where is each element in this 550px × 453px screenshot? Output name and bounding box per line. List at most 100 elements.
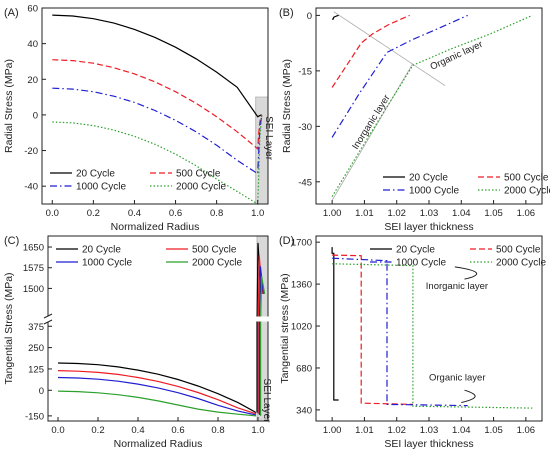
panel-a-series-3 [52,114,263,206]
panel-b-xlabel: SEI layer thickness [384,221,473,233]
panel-b-guide-1 [333,11,446,86]
panel-d-legend-label-2: 1000 Cycle [396,258,446,269]
panel-d-ytick-label-0: 340 [296,405,312,416]
panel-a-plot-frame [41,7,269,205]
panel-b-series-0 [332,14,339,20]
panel-c-ytick-label-7: 1650 [23,243,44,254]
panel-c-xtick-label-3: 0.6 [171,425,184,436]
panel-a-xtick-label-3: 0.6 [169,208,182,219]
panel-d-legend-label-1: 500 Cycle [496,245,541,256]
panel-d-annotation-organic: Organic layer [429,372,486,383]
panel-a-xtick-label-1: 0.2 [87,208,100,219]
panel-c-axis-break-gap [45,316,271,322]
panel-d-series-0 [331,247,339,401]
panel-c-sei-label: SEI Layer [261,379,272,424]
panel-a-legend-label-3: 2000 Cycle [176,182,226,193]
panel-d-xtick-label-3: 1.03 [420,425,439,436]
panel-b-ytick-label-0: -45 [298,177,312,188]
panel-d-legend-label-0: 20 Cycle [396,245,435,256]
panel-a-xtick-label-0: 0.0 [46,208,59,219]
panel-c-ytick-label-5: 1500 [23,284,44,295]
panel-a-ytick-label-3: 20 [27,75,38,86]
panel-b-series-1 [331,14,410,88]
panel-c-xlabel: Normalized Radius [114,438,203,450]
panel-b-xtick-label-6: 1.06 [517,208,536,219]
panel-c-series-1 [57,370,257,415]
panel-b-ytick-label-1: -30 [298,122,312,133]
panel-a-xtick-label-2: 0.4 [128,208,141,219]
panel-c-xtick-label-5: 1.0 [251,425,264,436]
panel-c-legend-label-0: 20 Cycle [82,245,121,256]
panel-b: 1.00 1.01 1.02 1.03 1.04 1.05 1.06 SEI layer th… [279,7,550,233]
panel-b-annotation-inorganic: Inorganic layer [350,93,392,152]
panel-c-series-spike-3 [260,275,266,416]
panel-b-legend-label-3: 2000 Cycle [504,186,550,197]
panel-c-ytick-label-6: 1575 [23,263,44,274]
panel-b-legend-label-1: 500 Cycle [504,173,549,184]
panel-b-series-3 [331,14,533,197]
panel-d-xtick-label-1: 1.01 [355,425,374,436]
panel-c-ylabel: Tangential Stress (MPa) [3,272,15,384]
panel-d-legend-label-3: 2000 Cycle [496,258,546,269]
panel-d-annotation-inorganic: Inorganic layer [426,281,488,292]
panel-d-xtick-label-5: 1.05 [484,425,503,436]
panel-b-ytick-label-2: -15 [298,66,312,77]
panel-c-legend-label-3: 2000 Cycle [192,258,242,269]
panel-d-arrow-organic [461,389,476,403]
panel-a-series-2 [52,87,263,175]
panel-c-xtick-label-1: 0.2 [91,425,104,436]
panel-b-xtick-label-5: 1.05 [484,208,503,219]
panel-c-axis-break-mark-1 [43,319,53,325]
panel-b-xtick-label-3: 1.03 [420,208,439,219]
panel-d-ytick-label-4: 1700 [291,238,312,249]
panel-b-tag: (B) [279,7,294,19]
panel-c-xtick-label-0: 0.0 [51,425,64,436]
panel-a-legend-label-2: 1000 Cycle [76,182,126,193]
panel-d-ytick-label-1: 680 [296,363,312,374]
panel-b-legend-label-2: 1000 Cycle [409,186,459,197]
panel-d-ytick-label-3: 1360 [291,280,312,291]
panel-a-series-0 [52,14,262,118]
panel-d-series-2 [332,257,468,407]
panel-b-ylabel: Radial Stress (MPa) [281,59,293,153]
panel-d-xtick-label-0: 1.00 [323,425,342,436]
panel-b-xtick-label-2: 1.02 [387,208,406,219]
panel-a-ytick-label-2: 0 [33,110,38,121]
panel-b-xtick-label-1: 1.01 [355,208,374,219]
panel-c-ytick-label-2: 125 [28,364,44,375]
panel-d-arrow-inorganic [454,266,478,280]
panel-a-ylabel: Radial Stress (MPa) [3,59,15,153]
panel-c-ytick-label-0: -150 [25,411,44,422]
panel-c-legend-label-1: 500 Cycle [192,245,237,256]
panel-d-xtick-label-4: 1.04 [452,425,471,436]
panel-d-series-3 [332,263,533,409]
panel-c-ytick-label-1: 0 [39,386,44,397]
panel-b-xtick-label-0: 1.00 [323,208,342,219]
panel-c-axis-break-mark-0 [43,313,53,319]
panel-b-ytick-label-3: 0 [307,11,312,22]
panel-d-ytick-label-2: 1020 [291,322,312,333]
panel-d-series-1 [332,254,413,405]
panel-d-xtick-label-2: 1.02 [387,425,406,436]
panel-c-xtick-label-2: 0.4 [131,425,144,436]
panel-b-legend-label-0: 20 Cycle [409,173,448,184]
panel-b-series-2 [331,14,468,138]
panel-a-legend-label-0: 20 Cycle [76,169,115,180]
panel-b-xtick-label-4: 1.04 [452,208,471,219]
panel-c-legend-label-2: 1000 Cycle [82,258,132,269]
panel-c-ytick-label-4: 375 [28,322,44,333]
panel-c-series-3 [57,390,257,417]
panel-c-series-0 [57,362,257,414]
panel-a-ytick-label-0: -40 [24,182,38,193]
panel-a-xtick-label-5: 1.0 [251,208,264,219]
panel-a-tag: (A) [4,7,19,19]
panel-c-plot-frame [47,235,269,422]
panel-a-ytick-label-1: -20 [24,146,38,157]
panel-c-ytick-label-3: 250 [28,343,44,354]
panel-c: SEI Layer 0.0 0.2 0.4 0.6 0.8 1.0 Normalized Ra… [3,235,272,450]
panel-c-xtick-label-4: 0.8 [211,425,224,436]
panel-a-ytick-label-5: 60 [27,4,38,15]
panel-d-xlabel: SEI layer thickness [384,438,473,450]
